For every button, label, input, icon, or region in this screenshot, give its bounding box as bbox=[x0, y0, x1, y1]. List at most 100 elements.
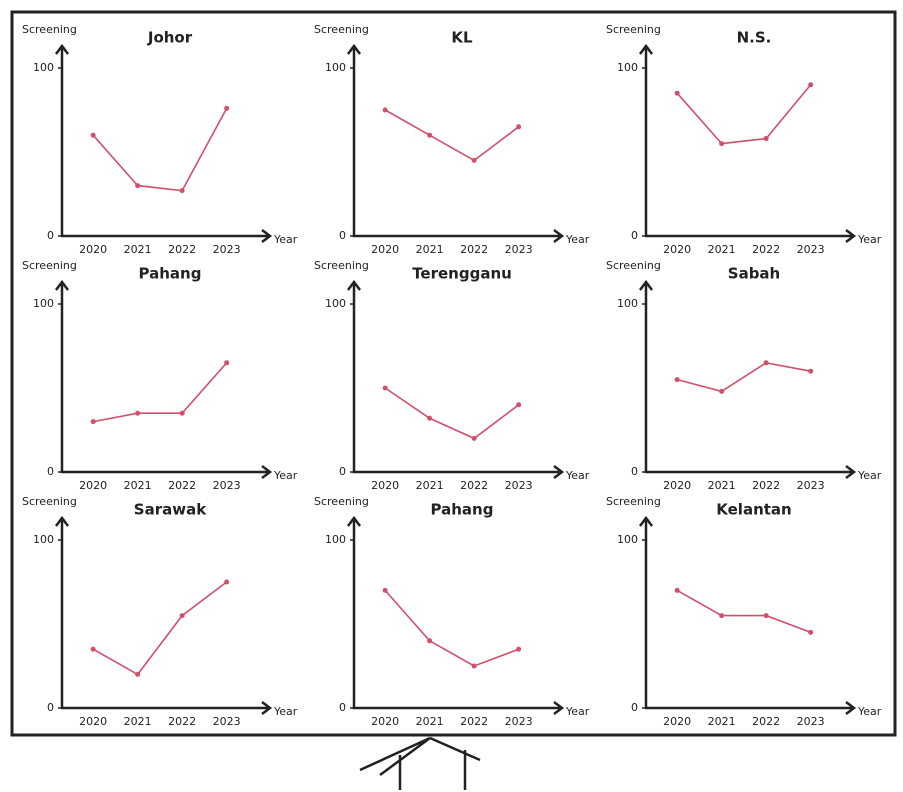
data-point bbox=[427, 638, 433, 644]
data-point bbox=[382, 107, 388, 113]
data-point bbox=[179, 613, 185, 619]
x-axis-label: Year bbox=[273, 233, 298, 246]
x-axis-label: Year bbox=[273, 705, 298, 718]
y-tick-label: 100 bbox=[617, 61, 638, 74]
data-point bbox=[808, 82, 814, 88]
x-tick-label: 2023 bbox=[797, 479, 825, 492]
x-axis-label: Year bbox=[857, 469, 882, 482]
data-point bbox=[471, 435, 477, 441]
y-tick-label: 100 bbox=[33, 533, 54, 546]
data-point bbox=[427, 132, 433, 138]
x-tick-label: 2020 bbox=[371, 715, 399, 728]
x-tick-label: 2020 bbox=[663, 479, 691, 492]
data-point bbox=[516, 124, 522, 130]
x-tick-label: 2021 bbox=[416, 715, 444, 728]
x-tick-label: 2022 bbox=[168, 479, 196, 492]
y-tick-label: 0 bbox=[47, 465, 54, 478]
chart-title: N.S. bbox=[737, 29, 772, 47]
x-tick-label: 2020 bbox=[663, 715, 691, 728]
data-point bbox=[763, 613, 769, 619]
data-point bbox=[135, 671, 141, 677]
x-tick-label: 2020 bbox=[371, 479, 399, 492]
chart-title: Pahang bbox=[139, 265, 202, 283]
chart-title: Johor bbox=[147, 29, 193, 47]
chart-title: Kelantan bbox=[716, 501, 791, 519]
chart-title: Sarawak bbox=[134, 501, 207, 519]
x-tick-label: 2020 bbox=[663, 243, 691, 256]
data-point bbox=[674, 377, 680, 383]
data-line bbox=[676, 84, 812, 145]
y-tick-label: 0 bbox=[631, 465, 638, 478]
x-tick-label: 2020 bbox=[79, 479, 107, 492]
data-point bbox=[427, 415, 433, 421]
x-axis-label: Year bbox=[857, 233, 882, 246]
chart-title: Terengganu bbox=[412, 265, 512, 283]
data-point bbox=[674, 587, 680, 593]
data-point bbox=[471, 157, 477, 163]
x-axis-label: Year bbox=[565, 705, 590, 718]
data-point bbox=[719, 613, 725, 619]
x-axis-label: Year bbox=[565, 233, 590, 246]
data-point bbox=[135, 183, 141, 189]
data-point bbox=[382, 587, 388, 593]
x-axis-label: Year bbox=[857, 705, 882, 718]
data-point bbox=[471, 663, 477, 669]
y-tick-label: 100 bbox=[33, 297, 54, 310]
y-tick-label: 100 bbox=[325, 297, 346, 310]
x-axis-label: Year bbox=[565, 469, 590, 482]
y-tick-label: 100 bbox=[325, 61, 346, 74]
data-point bbox=[179, 188, 185, 194]
x-tick-label: 2023 bbox=[797, 243, 825, 256]
data-point bbox=[674, 90, 680, 96]
x-tick-label: 2020 bbox=[371, 243, 399, 256]
x-tick-label: 2023 bbox=[505, 243, 533, 256]
data-point bbox=[90, 132, 96, 138]
x-tick-label: 2022 bbox=[752, 715, 780, 728]
x-tick-label: 2021 bbox=[708, 479, 736, 492]
chart-title: KL bbox=[451, 29, 473, 47]
x-tick-label: 2023 bbox=[213, 243, 241, 256]
chart-title: Pahang bbox=[431, 501, 494, 519]
y-tick-label: 0 bbox=[631, 701, 638, 714]
x-tick-label: 2023 bbox=[213, 715, 241, 728]
x-tick-label: 2023 bbox=[505, 479, 533, 492]
x-tick-label: 2021 bbox=[416, 479, 444, 492]
y-tick-label: 0 bbox=[339, 465, 346, 478]
y-tick-label: 0 bbox=[47, 701, 54, 714]
x-axis-label: Year bbox=[273, 469, 298, 482]
y-tick-label: 0 bbox=[631, 229, 638, 242]
x-tick-label: 2022 bbox=[752, 243, 780, 256]
chart-title: Sabah bbox=[728, 265, 780, 283]
x-tick-label: 2022 bbox=[460, 479, 488, 492]
data-point bbox=[224, 360, 230, 366]
data-point bbox=[763, 360, 769, 366]
x-tick-label: 2022 bbox=[168, 715, 196, 728]
data-line bbox=[92, 581, 228, 676]
data-line bbox=[676, 361, 811, 393]
y-axis-label: Screening bbox=[314, 259, 369, 272]
y-axis-label: Screening bbox=[606, 23, 661, 36]
y-axis-label: Screening bbox=[22, 23, 77, 36]
data-point bbox=[224, 105, 230, 111]
y-tick-label: 0 bbox=[339, 701, 346, 714]
data-point bbox=[135, 410, 141, 416]
data-point bbox=[224, 579, 230, 585]
x-tick-label: 2021 bbox=[708, 243, 736, 256]
data-line bbox=[384, 109, 520, 162]
x-tick-label: 2022 bbox=[168, 243, 196, 256]
x-tick-label: 2023 bbox=[505, 715, 533, 728]
x-tick-label: 2021 bbox=[124, 715, 152, 728]
data-point bbox=[808, 368, 814, 374]
data-line bbox=[92, 107, 228, 192]
data-line bbox=[676, 589, 811, 634]
data-point bbox=[90, 646, 96, 652]
y-tick-label: 100 bbox=[325, 533, 346, 546]
data-point bbox=[763, 136, 769, 142]
y-axis-label: Screening bbox=[314, 495, 369, 508]
data-point bbox=[516, 646, 522, 652]
y-axis-label: Screening bbox=[314, 23, 369, 36]
x-tick-label: 2023 bbox=[797, 715, 825, 728]
data-point bbox=[179, 410, 185, 416]
board-frame bbox=[10, 10, 897, 737]
